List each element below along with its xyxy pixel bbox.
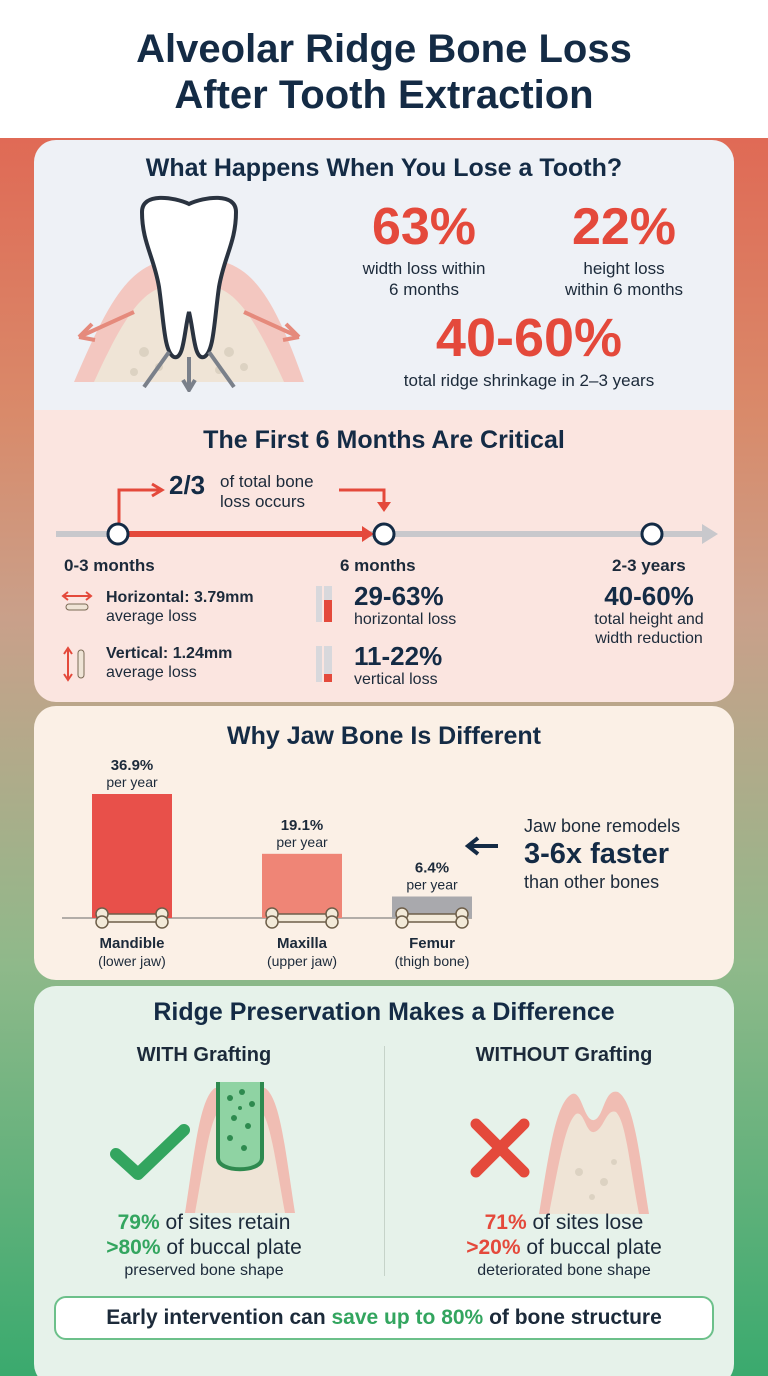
section-jaw-bone: Why Jaw Bone Is Different 36.9% per year M…	[34, 706, 734, 980]
six-month-horizontal-label: horizontal loss	[354, 611, 457, 628]
bar-femur	[392, 896, 472, 918]
with-grafting-title: WITH Grafting	[136, 1044, 272, 1066]
x-mark-icon	[470, 1118, 530, 1178]
tooth-in-socket-icon	[74, 195, 304, 392]
with-grafting-caption: preserved bone shape	[124, 1262, 284, 1279]
stat-width-loss: 63%	[371, 198, 477, 256]
category-sub-label: (upper jaw)	[267, 953, 337, 969]
six-month-vertical-label: vertical loss	[354, 671, 438, 688]
page-title-line2: After Tooth Extraction	[174, 73, 594, 117]
section-ridge-preservation: Ridge Preservation Makes a Difference WI…	[34, 986, 734, 1376]
stat-height-caption: height loss within 6 months	[564, 259, 684, 299]
vertical-arrow-icon	[63, 646, 85, 682]
without-grafting-title: WITHOUT Grafting	[475, 1044, 653, 1066]
category-label: Femur	[409, 935, 455, 952]
category-sub-label: (thigh bone)	[395, 953, 470, 969]
callout-two-thirds: 2/3	[169, 470, 206, 500]
callout-text: of total bone loss occurs	[220, 472, 314, 511]
note-line1: Jaw bone remodels	[524, 816, 681, 836]
six-month-horizontal-value: 29-63%	[354, 581, 444, 611]
note-faster: 3-6x faster	[524, 838, 670, 870]
check-icon	[110, 1124, 190, 1180]
section1-heading: What Happens When You Lose a Tooth?	[145, 154, 623, 182]
collapsed-socket-icon	[539, 1091, 649, 1214]
section3-heading: Why Jaw Bone Is Different	[227, 722, 541, 750]
bar-value-label: 36.9%	[111, 757, 154, 774]
category-label: Maxilla	[277, 935, 328, 952]
milestone-0-3-months: 0-3 months	[64, 556, 155, 575]
category-sub-label: (lower jaw)	[98, 953, 166, 969]
section2-heading: The First 6 Months Are Critical	[203, 426, 565, 454]
bar-mandible	[92, 794, 172, 918]
timeline	[56, 482, 718, 546]
stat-total-shrinkage: 40-60%	[435, 308, 623, 368]
stat-width-caption: width loss within 6 months	[362, 259, 486, 299]
section4-heading: Ridge Preservation Makes a Difference	[153, 998, 615, 1026]
note-line3: than other bones	[524, 872, 660, 892]
section-first-six-months: The First 6 Months Are Critical 2/3 of t…	[34, 410, 734, 702]
category-label: Mandible	[99, 935, 164, 952]
bone-icon	[265, 907, 339, 929]
section-tooth-loss: What Happens When You Lose a Tooth? 63% …	[34, 140, 734, 410]
bone-icon	[395, 907, 469, 929]
grafted-socket-icon	[185, 1082, 295, 1213]
bone-icon	[95, 907, 169, 929]
six-month-vertical-value: 11-22%	[354, 641, 443, 671]
bar-unit-label: per year	[106, 774, 158, 790]
long-term-value: 40-60%	[604, 581, 694, 611]
early-vertical: Vertical: 1.24mm average loss	[106, 645, 233, 681]
early-horizontal: Horizontal: 3.79mm average loss	[106, 589, 254, 625]
stat-total-caption: total ridge shrinkage in 2–3 years	[403, 371, 655, 390]
bar-value-label: 19.1%	[281, 817, 324, 834]
horizontal-loss-gauge	[316, 586, 332, 622]
bar-unit-label: per year	[276, 834, 328, 850]
long-term-label: total height and width reduction	[594, 611, 704, 647]
milestone-6-months: 6 months	[340, 556, 416, 575]
with-grafting-stats: 79% of sites retain >80% of buccal plate	[106, 1211, 302, 1259]
page-title: Alveolar Ridge Bone Loss After Tooth Ext…	[0, 26, 768, 118]
bar-value-label: 6.4%	[415, 859, 449, 876]
page-title-line1: Alveolar Ridge Bone Loss	[136, 27, 632, 71]
stat-height-loss: 22%	[571, 198, 677, 256]
left-arrow-icon	[464, 836, 500, 856]
without-grafting-stats: 71% of sites lose >20% of buccal plate	[466, 1211, 662, 1259]
bar-maxilla	[262, 853, 342, 918]
vertical-loss-gauge	[316, 646, 332, 682]
horizontal-arrow-icon	[61, 591, 93, 611]
bar-unit-label: per year	[406, 876, 458, 892]
milestone-2-3-years: 2-3 years	[612, 556, 686, 575]
without-grafting-caption: deteriorated bone shape	[477, 1262, 651, 1279]
divider	[384, 1046, 385, 1276]
banner-early-intervention: Early intervention can save up to 80% of…	[54, 1296, 714, 1340]
title-band	[0, 0, 768, 138]
